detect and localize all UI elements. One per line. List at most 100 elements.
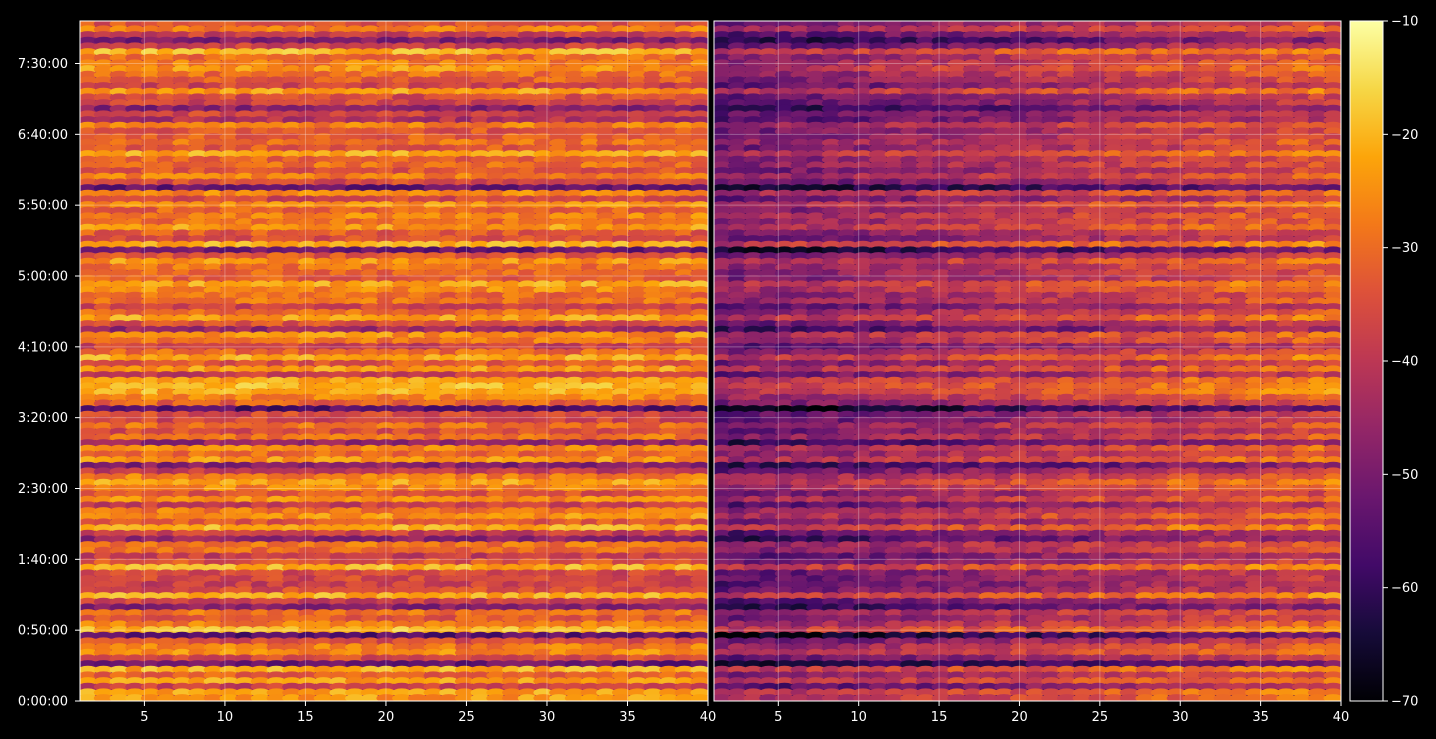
heatmap-cell — [423, 297, 443, 306]
heatmap-cell — [533, 325, 553, 334]
heatmap-cell — [172, 36, 192, 45]
heatmap-cell — [533, 274, 553, 283]
heatmap-cell — [313, 195, 334, 204]
heatmap-cell — [109, 246, 129, 255]
heatmap-cell — [93, 161, 114, 170]
heatmap-cell — [423, 348, 443, 357]
heatmap-cell — [313, 70, 334, 79]
heatmap-cell — [282, 212, 302, 221]
heatmap-cell — [533, 206, 553, 215]
heatmap-cell — [439, 155, 459, 164]
heatmap-cell — [549, 104, 569, 113]
heatmap-cell — [297, 325, 318, 334]
heatmap-cell — [297, 93, 318, 102]
heatmap-cell — [611, 297, 632, 306]
heatmap-cell — [329, 36, 349, 45]
heatmap-cell — [454, 138, 475, 147]
heatmap-cell — [439, 308, 459, 317]
heatmap-cell — [282, 70, 302, 79]
heatmap-cell — [93, 144, 114, 153]
heatmap-cell — [627, 246, 648, 255]
heatmap-cell — [250, 76, 271, 85]
heatmap-cell — [250, 172, 271, 181]
heatmap-cell — [156, 121, 176, 130]
heatmap-cell — [235, 342, 255, 351]
heatmap-cell — [659, 76, 679, 85]
heatmap-cell — [439, 297, 459, 306]
heatmap-cell — [125, 280, 145, 289]
heatmap-cell — [643, 121, 663, 130]
heatmap-cell — [345, 314, 365, 323]
heatmap-cell — [360, 342, 381, 351]
heatmap-cell — [93, 331, 114, 340]
heatmap-cell — [627, 297, 648, 306]
heatmap-cell — [596, 189, 616, 198]
heatmap-cell — [517, 104, 538, 113]
heatmap-cell — [502, 308, 522, 317]
heatmap-cell — [596, 240, 616, 249]
heatmap-cell — [470, 246, 490, 255]
heatmap-cell — [109, 87, 129, 96]
heatmap-cell — [203, 104, 224, 113]
heatmap-cell — [596, 42, 616, 51]
heatmap-cell — [266, 223, 286, 232]
heatmap-cell — [439, 138, 459, 147]
heatmap-cell — [172, 348, 192, 357]
heatmap-cell — [502, 189, 522, 198]
heatmap-cell — [502, 229, 522, 238]
heatmap-cell — [674, 104, 695, 113]
heatmap-cell — [611, 104, 632, 113]
heatmap-cell — [203, 59, 224, 68]
heatmap-cell — [659, 240, 679, 249]
heatmap-cell — [533, 280, 553, 289]
heatmap-cell — [674, 257, 695, 266]
heatmap-cell — [313, 314, 334, 323]
heatmap-cell — [345, 195, 365, 204]
heatmap-cell — [454, 223, 475, 232]
heatmap-cell — [297, 314, 318, 323]
heatmap-cell — [674, 25, 695, 34]
heatmap-cell — [345, 70, 365, 79]
heatmap-cell — [93, 172, 114, 181]
heatmap-cell — [360, 25, 381, 34]
heatmap-cell — [93, 195, 114, 204]
heatmap-cell — [533, 172, 553, 181]
heatmap-cell — [376, 87, 396, 96]
heatmap-cell — [423, 308, 443, 317]
heatmap-cell — [596, 127, 616, 136]
heatmap-cell — [266, 195, 286, 204]
heatmap-cell — [125, 76, 145, 85]
heatmap-cell — [674, 246, 695, 255]
heatmap-cell — [345, 280, 365, 289]
heatmap-cell — [674, 110, 695, 119]
heatmap-cell — [517, 348, 538, 357]
heatmap-cell — [517, 331, 538, 340]
heatmap-cell — [266, 189, 286, 198]
heatmap-cell — [235, 76, 255, 85]
heatmap-cell — [219, 263, 239, 272]
heatmap-cell — [659, 161, 679, 170]
heatmap-cell — [156, 348, 176, 357]
heatmap-cell — [643, 263, 663, 272]
heatmap-cell — [329, 195, 349, 204]
heatmap-cell — [659, 53, 679, 62]
heatmap-cell — [376, 223, 396, 232]
heatmap-cell — [659, 212, 679, 221]
heatmap-cell — [454, 240, 475, 249]
heatmap-cell — [203, 263, 224, 272]
heatmap-cell — [282, 297, 302, 306]
heatmap-cell — [470, 138, 490, 147]
heatmap-cell — [203, 308, 224, 317]
heatmap-cell — [360, 331, 381, 340]
heatmap-cell — [596, 25, 616, 34]
heatmap-cell — [392, 308, 412, 317]
heatmap-cell — [360, 195, 381, 204]
heatmap-cell — [580, 189, 600, 198]
heatmap-cell — [533, 161, 553, 170]
heatmap-cell — [423, 206, 443, 215]
heatmap-cell — [235, 110, 255, 119]
heatmap-cell — [674, 144, 695, 153]
heatmap-cell — [611, 229, 632, 238]
heatmap-cell — [313, 155, 334, 164]
heatmap-cell — [674, 212, 695, 221]
